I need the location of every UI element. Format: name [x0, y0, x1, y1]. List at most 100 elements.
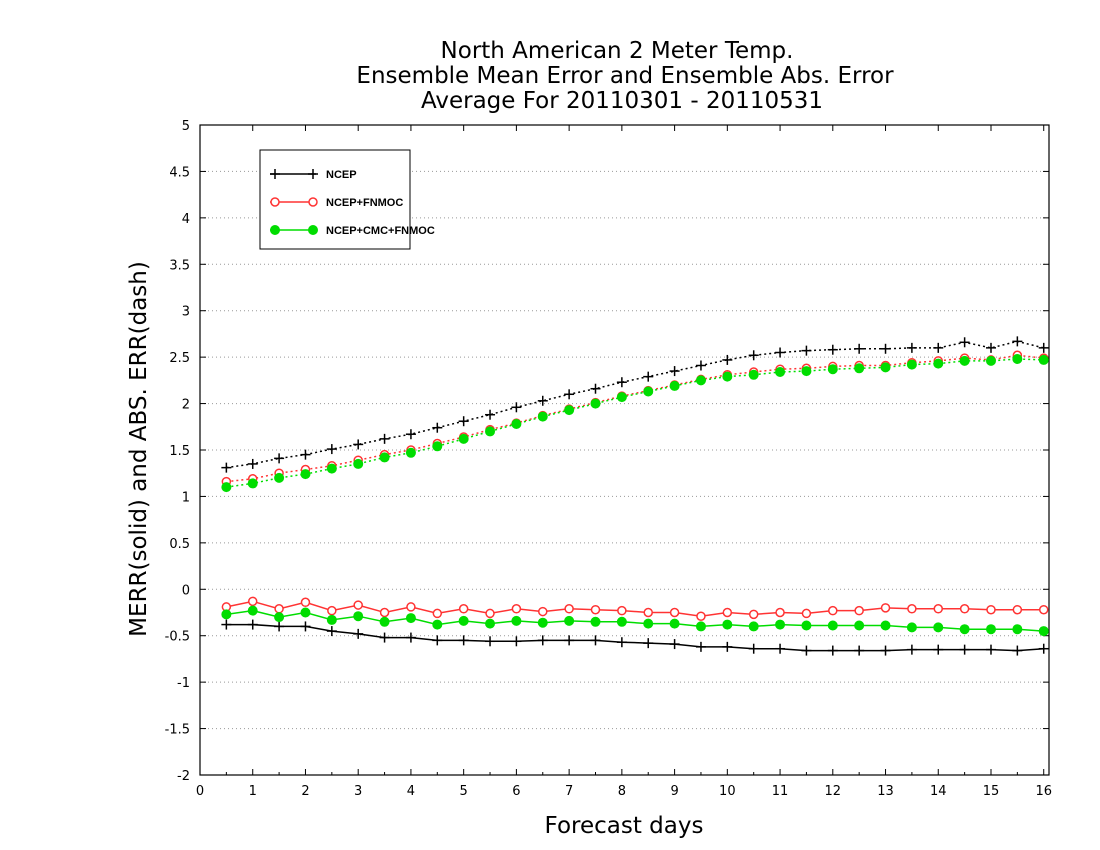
data-point-ncep-cmc-fnmoc-abs [748, 369, 759, 380]
data-point-ncep-fnmoc-merr [801, 608, 812, 619]
y-tick-label: 1.5 [169, 444, 190, 459]
data-point-ncep-cmc-fnmoc-abs [221, 482, 232, 493]
series-line-ncep-fnmoc-abs [226, 354, 1044, 483]
legend-marker [270, 169, 280, 179]
data-point-ncep-fnmoc-merr [353, 600, 363, 610]
data-point-ncep-fnmoc-merr [907, 604, 917, 614]
data-point-ncep-cmc-fnmoc-merr [748, 621, 759, 632]
chart-title-line-2: Ensemble Mean Error and Ensemble Abs. Er… [356, 63, 894, 89]
data-point-ncep-fnmoc-merr [669, 607, 680, 618]
data-point-ncep-cmc-fnmoc-merr [959, 624, 970, 635]
data-point-ncep-merr [775, 643, 786, 654]
x-tick-label: 9 [670, 784, 678, 799]
data-point-ncep-merr [300, 621, 311, 632]
data-point-ncep-cmc-fnmoc-abs [274, 472, 285, 483]
y-tick-label: 3 [182, 305, 190, 320]
data-point-ncep-cmc-fnmoc-abs [590, 398, 601, 409]
data-point-ncep-abs [933, 342, 944, 353]
series-lines [221, 336, 1049, 656]
y-tick-label: 2 [182, 398, 190, 413]
data-point-ncep-abs [379, 433, 390, 444]
data-point-ncep-abs [722, 354, 733, 365]
data-point-ncep-cmc-fnmoc-abs [722, 371, 733, 382]
data-point-ncep-cmc-fnmoc-abs [326, 463, 337, 474]
data-point-ncep-abs [405, 429, 416, 440]
data-point-ncep-abs [748, 350, 759, 361]
x-tick-label: 13 [877, 784, 894, 799]
data-point-ncep-fnmoc-merr [775, 607, 785, 618]
data-point-ncep-cmc-fnmoc-abs [801, 366, 812, 377]
data-point-ncep-cmc-fnmoc-merr [274, 612, 285, 623]
x-tick-label: 5 [460, 784, 468, 799]
x-tick-label: 16 [1035, 784, 1052, 799]
x-axis-ticks: 0 1 2 3 4 5 6 7 8 9 10 11 12 13 14 15 16 [196, 125, 1052, 799]
legend-marker [308, 225, 318, 235]
data-point-ncep-fnmoc-merr [327, 605, 337, 616]
data-point-ncep-abs [458, 416, 469, 427]
data-point-ncep-abs [643, 371, 654, 382]
data-point-ncep-fnmoc-merr [880, 603, 891, 613]
data-point-ncep-cmc-fnmoc-merr [379, 616, 390, 627]
data-point-ncep-merr [906, 644, 917, 655]
x-tick-label: 2 [301, 784, 309, 799]
data-point-ncep-cmc-fnmoc-abs [458, 433, 469, 444]
data-point-ncep-cmc-fnmoc-abs [485, 426, 496, 437]
y-tick-label: 4.5 [169, 165, 190, 180]
data-point-ncep-cmc-fnmoc-abs [511, 419, 522, 429]
data-point-ncep-abs [775, 347, 786, 358]
data-point-ncep-merr [959, 644, 970, 655]
data-point-ncep-abs [485, 409, 496, 420]
data-point-ncep-abs [300, 449, 311, 460]
data-point-ncep-cmc-fnmoc-abs [959, 355, 970, 366]
data-point-ncep-abs [669, 366, 680, 377]
data-point-ncep-merr [485, 636, 496, 647]
data-point-ncep-cmc-fnmoc-merr [801, 620, 812, 631]
data-point-ncep-abs [590, 383, 601, 394]
y-axis-label: MERR(solid) and ABS. ERR(dash) [126, 261, 152, 637]
chart-title: North American 2 Meter Temp. Ensemble Me… [356, 38, 894, 114]
data-point-ncep-abs [801, 345, 812, 356]
x-tick-label: 14 [930, 784, 947, 799]
data-point-ncep-abs [247, 458, 258, 469]
data-point-ncep-cmc-fnmoc-merr [854, 620, 865, 631]
data-point-ncep-abs [695, 360, 706, 371]
x-tick-label: 12 [825, 784, 842, 799]
data-point-ncep-cmc-fnmoc-abs [643, 386, 654, 397]
data-point-ncep-fnmoc-merr [1012, 604, 1023, 615]
data-point-ncep-fnmoc-merr [617, 605, 627, 616]
y-tick-label: 0.5 [169, 537, 190, 552]
chart-title-line-1: North American 2 Meter Temp. [441, 38, 794, 64]
data-point-ncep-merr [933, 644, 944, 655]
x-tick-label: 3 [354, 784, 362, 799]
data-point-ncep-merr [221, 619, 232, 630]
data-point-ncep-cmc-fnmoc-merr [827, 620, 838, 631]
series-line-ncep-abs [226, 340, 1044, 469]
data-point-ncep-cmc-fnmoc-merr [590, 616, 601, 627]
y-tick-label: 5 [182, 119, 190, 134]
data-point-ncep-abs [326, 444, 337, 455]
data-point-ncep-cmc-fnmoc-abs [775, 367, 786, 377]
data-point-ncep-fnmoc-merr [458, 604, 469, 614]
x-tick-label: 7 [565, 784, 573, 799]
data-point-ncep-fnmoc-merr [1038, 604, 1049, 615]
data-point-ncep-merr [880, 645, 891, 656]
data-point-ncep-fnmoc-merr [300, 597, 311, 608]
data-point-ncep-cmc-fnmoc-abs [432, 441, 443, 452]
x-tick-label: 0 [196, 784, 204, 799]
data-point-ncep-cmc-fnmoc-abs [827, 364, 838, 375]
data-point-ncep-abs [854, 343, 865, 354]
data-point-ncep-merr [326, 626, 337, 637]
series-line-ncep-merr [226, 623, 1044, 652]
data-point-ncep-cmc-fnmoc-merr [221, 609, 232, 620]
data-point-ncep-abs [511, 402, 522, 413]
data-point-ncep-merr [379, 632, 390, 643]
series-line-ncep-cmc-fnmoc-merr [226, 609, 1044, 632]
data-point-ncep-cmc-fnmoc-abs [880, 362, 891, 373]
data-point-ncep-fnmoc-merr [511, 604, 522, 614]
x-tick-label: 8 [618, 784, 626, 799]
data-point-ncep-merr [616, 637, 627, 648]
data-point-ncep-merr [1012, 645, 1023, 656]
data-point-ncep-merr [801, 645, 812, 656]
data-point-ncep-fnmoc-merr [247, 596, 258, 607]
